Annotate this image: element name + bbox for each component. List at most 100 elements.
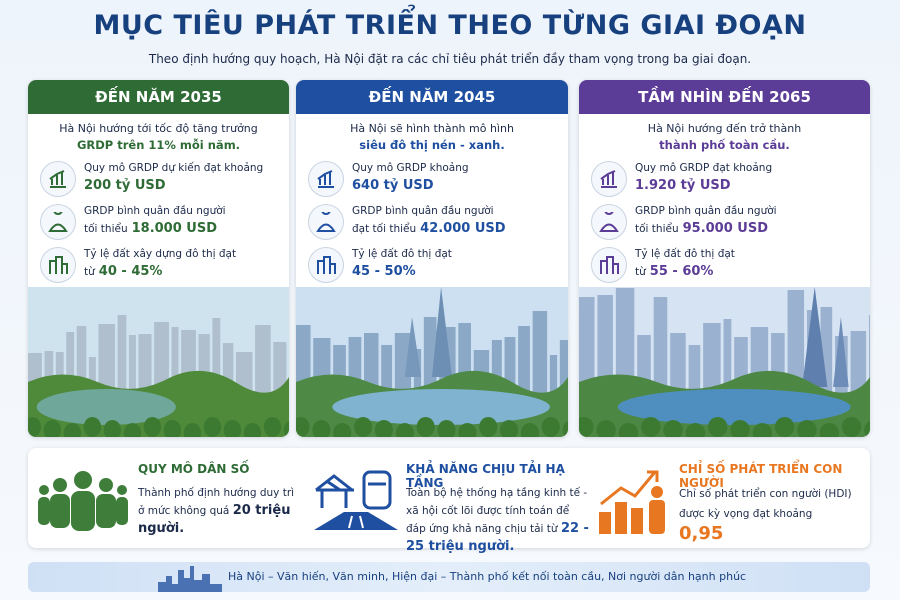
tower — [432, 287, 452, 377]
tree — [752, 423, 773, 437]
phase-title: TẦM NHÌN ĐẾN 2065 — [579, 80, 870, 114]
indicator-title: QUY MÔ DÂN SỐ — [138, 462, 250, 476]
icon-glyph — [600, 170, 617, 188]
tree — [479, 417, 498, 437]
icon-path — [317, 256, 336, 274]
target-icon — [308, 204, 344, 240]
target-value: từ 40 - 45% — [84, 264, 162, 279]
tree — [541, 417, 560, 437]
target-label: Quy mô GRDP đạt khoảng — [635, 162, 773, 174]
target-prefix: đạt tối thiểu — [352, 223, 417, 235]
shape — [600, 471, 657, 506]
target-value: từ 55 - 60% — [635, 264, 713, 279]
infrastructure-icon — [314, 470, 398, 530]
text: Chỉ số phát triển con người (HDI) được k… — [679, 488, 852, 520]
shape — [314, 512, 398, 530]
building — [559, 340, 568, 397]
tree — [596, 420, 616, 437]
tree — [797, 420, 817, 437]
building — [98, 324, 115, 397]
tree — [663, 420, 683, 437]
shape — [599, 486, 665, 534]
target-icon — [591, 247, 627, 283]
indicator-title: KHẢ NĂNG CHỊU TẢI HẠ TẦNG — [406, 462, 565, 490]
indicator: KHẢ NĂNG CHỊU TẢI HẠ TẦNG Toàn bộ hệ thố… — [308, 448, 593, 554]
building — [212, 318, 221, 397]
building — [255, 325, 271, 397]
tree — [685, 423, 706, 437]
phase-highlight: thành phố toàn cầu. — [659, 138, 790, 152]
target-item: Tỷ lệ đất đô thị đạt từ 55 - 60% — [591, 244, 870, 287]
target-prefix: từ — [635, 266, 646, 278]
building — [615, 288, 635, 397]
shape — [362, 470, 392, 510]
tree — [243, 423, 262, 437]
target-prefix: từ — [84, 266, 95, 278]
tree — [708, 417, 728, 437]
tree — [296, 417, 310, 437]
target-icon — [40, 161, 76, 197]
text: Thành phố định hướng duy trì ở mức — [138, 487, 295, 517]
tree — [500, 420, 519, 437]
building — [579, 297, 595, 397]
shape — [651, 486, 663, 498]
target-icon — [308, 247, 344, 283]
target-item: GRDP bình quân đầu người tối thiểu 18.000 … — [40, 201, 289, 244]
tree — [263, 417, 282, 437]
tree — [520, 423, 539, 437]
shape — [599, 512, 611, 534]
target-number: 1.920 tỷ USD — [635, 178, 731, 193]
indicator-panel: QUY MÔ DÂN SỐ Thành phố định hướng duy t… — [28, 448, 870, 554]
target-item: GRDP bình quân đầu người đạt tối thiểu 42.… — [308, 201, 568, 244]
tree — [819, 423, 839, 437]
phase-highlight: GRDP trên 11% mỗi năm. — [76, 138, 241, 152]
building — [820, 307, 833, 397]
building — [76, 326, 87, 397]
icon-path — [317, 170, 334, 188]
icon-glyph — [600, 256, 619, 274]
phase-intro: Hà Nội hướng đến trở thành — [647, 122, 802, 135]
city-scene — [296, 287, 568, 437]
target-icon — [308, 161, 344, 197]
building — [154, 322, 169, 397]
target-label: GRDP bình quân đầu người — [352, 205, 494, 217]
building — [128, 335, 136, 397]
tree — [43, 420, 62, 437]
building — [138, 334, 152, 397]
shape — [53, 478, 67, 492]
target-value: 640 tỷ USD — [352, 178, 434, 193]
target-item: Quy mô GRDP khoảng 640 tỷ USD — [308, 158, 568, 201]
target-number: 42.000 USD — [420, 221, 506, 236]
icon-glyph — [48, 212, 68, 232]
city-scene — [579, 287, 870, 437]
icon-glyph — [49, 170, 66, 188]
building — [850, 331, 867, 397]
building — [653, 297, 668, 397]
tree — [123, 423, 142, 437]
target-value: đạt tối thiểu 42.000 USD — [352, 221, 506, 236]
target-icon — [40, 204, 76, 240]
phase-intro: Hà Nội hướng tới tốc độ tăng trưởng — [59, 122, 258, 135]
target-number: 95.000 USD — [682, 221, 769, 236]
phase-title: ĐẾN NĂM 2045 — [296, 80, 568, 114]
target-label: Quy mô GRDP dự kiến đạt khoảng — [84, 162, 264, 174]
building — [222, 343, 234, 397]
target-icon — [40, 247, 76, 283]
icon-path — [49, 256, 68, 274]
icon-path — [600, 256, 619, 274]
building — [171, 327, 179, 397]
target-icon — [591, 204, 627, 240]
tower — [833, 317, 849, 387]
shape — [615, 502, 627, 534]
phase-highlight: siêu đô thị nén - xanh. — [359, 138, 505, 152]
building — [532, 311, 548, 397]
tree — [28, 417, 42, 437]
target-item: Tỷ lệ đất đô thị đạt 45 - 50% — [308, 244, 568, 287]
tree — [143, 417, 162, 437]
text: Toàn bộ hệ thống hạ tầng kinh tế - xã hộ… — [406, 487, 588, 535]
indicator: QUY MÔ DÂN SỐ Thành phố định hướng duy t… — [28, 448, 298, 548]
tree — [416, 417, 435, 437]
target-value: 200 tỷ USD — [84, 178, 166, 193]
icon-glyph — [317, 170, 334, 188]
target-icon — [591, 161, 627, 197]
